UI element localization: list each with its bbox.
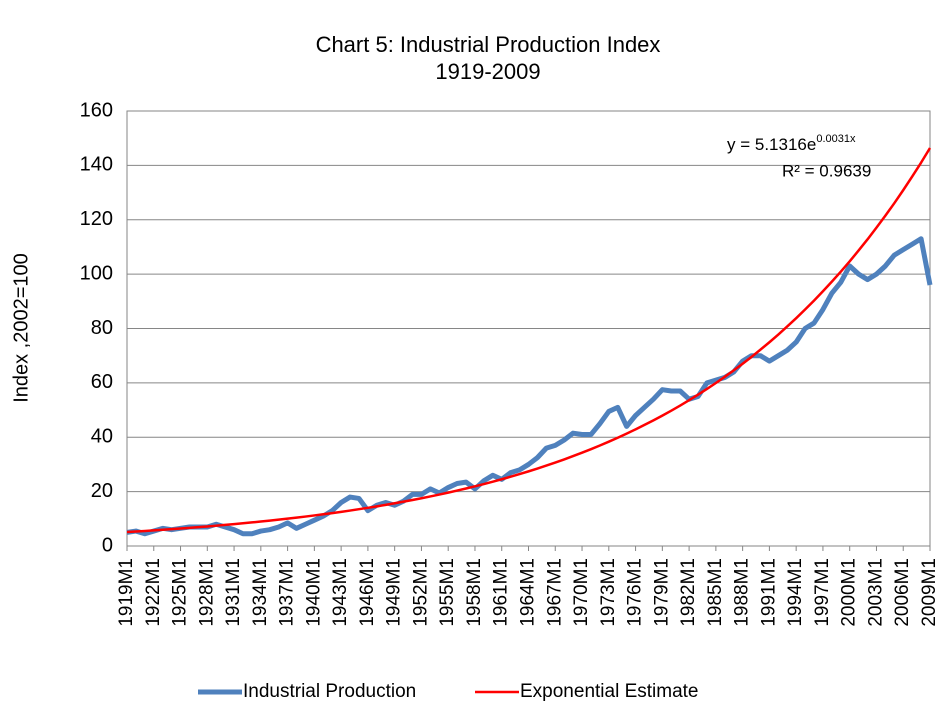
equation-text: y = 5.1316e <box>727 135 816 154</box>
x-tick-label: 1967M1 <box>544 558 565 627</box>
x-tick-label: 2000M1 <box>839 558 860 627</box>
x-tick-label: 1997M1 <box>812 558 833 627</box>
x-tick-label: 1988M1 <box>732 558 753 627</box>
y-tick-label: 60 <box>91 371 113 393</box>
x-tick-label: 1958M1 <box>464 558 485 627</box>
x-tick-label: 1940M1 <box>303 558 324 627</box>
y-tick-label: 40 <box>91 426 113 448</box>
x-tick-label: 1991M1 <box>758 558 779 627</box>
x-tick-label: 1994M1 <box>785 558 806 627</box>
x-tick-label: 1943M1 <box>330 558 351 627</box>
y-tick-label: 20 <box>91 480 113 502</box>
x-tick-label: 1946M1 <box>357 558 378 627</box>
x-tick-label: 1982M1 <box>678 558 699 627</box>
x-tick-label: 1961M1 <box>491 558 512 627</box>
x-tick-label: 2003M1 <box>865 558 886 627</box>
x-tick-label: 1976M1 <box>625 558 646 627</box>
x-tick-label: 2009M1 <box>919 558 935 627</box>
y-tick-label: 100 <box>80 262 113 284</box>
series-line <box>126 147 932 534</box>
r-squared: R² = 0.9639 <box>782 161 871 180</box>
x-tick-label: 1955M1 <box>437 558 458 627</box>
equation-exponent: 0.0031x <box>816 133 856 145</box>
x-tick-label: 1925M1 <box>170 558 191 627</box>
x-tick-label: 1985M1 <box>705 558 726 627</box>
y-tick-label: 160 <box>80 99 113 121</box>
legend-label: Industrial Production <box>243 681 416 702</box>
y-tick-label: 120 <box>80 208 113 230</box>
x-tick-label: 1964M1 <box>518 558 539 627</box>
x-tick-label: 1973M1 <box>598 558 619 627</box>
chart-title: Chart 5: Industrial Production Index <box>316 32 661 57</box>
y-axis-label: Index ,2002=100 <box>10 253 32 403</box>
y-tick-label: 80 <box>91 317 113 339</box>
chart-subtitle: 1919-2009 <box>435 59 540 84</box>
x-tick-label: 1937M1 <box>277 558 298 627</box>
x-tick-label: 1970M1 <box>571 558 592 627</box>
x-tick-label: 1934M1 <box>250 558 271 627</box>
x-tick-label: 1952M1 <box>410 558 431 627</box>
y-tick-label: 0 <box>102 534 113 556</box>
x-tick-label: 2006M1 <box>892 558 913 627</box>
x-tick-label: 1931M1 <box>223 558 244 627</box>
trendline-equation: y = 5.1316e0.0031x <box>727 133 856 155</box>
series-line <box>126 236 933 537</box>
x-tick-label: 1979M1 <box>651 558 672 627</box>
y-tick-label: 140 <box>80 154 113 176</box>
x-tick-label: 1949M1 <box>384 558 405 627</box>
x-tick-label: 1922M1 <box>143 558 164 627</box>
x-tick-label: 1928M1 <box>196 558 217 627</box>
x-tick-label: 1919M1 <box>116 558 137 627</box>
legend-label: Exponential Estimate <box>520 681 699 702</box>
